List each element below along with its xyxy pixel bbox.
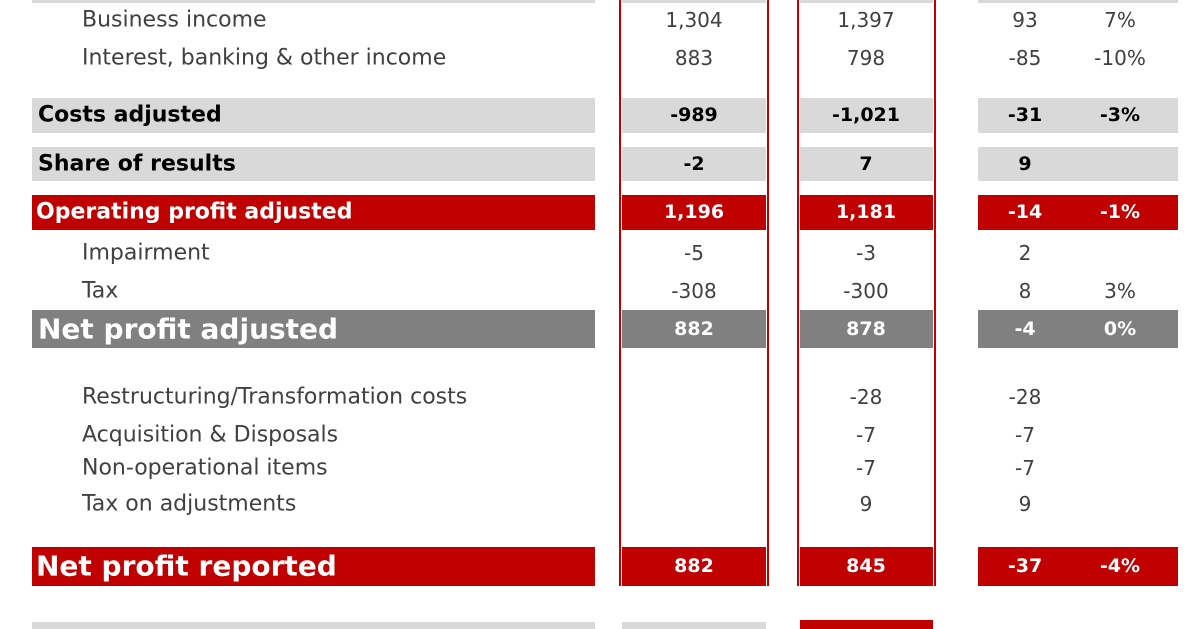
band xyxy=(800,620,933,629)
row-label: Net profit reported xyxy=(36,549,337,583)
row-band xyxy=(622,97,766,133)
cell-value: -10% xyxy=(1094,46,1146,70)
cell-value: 0% xyxy=(1103,318,1137,340)
column-border xyxy=(797,0,799,586)
cell-value: -28 xyxy=(1008,385,1042,409)
cell-value: -4 xyxy=(1014,318,1036,340)
row-band xyxy=(978,546,1178,586)
column-border xyxy=(619,0,621,586)
cell-value: -37 xyxy=(1007,555,1043,577)
row-band xyxy=(978,97,1178,133)
row-band xyxy=(800,97,933,133)
row-band xyxy=(32,194,595,230)
row-band xyxy=(32,546,595,586)
row-label: Acquisition & Disposals xyxy=(82,422,339,448)
cell-value: -7 xyxy=(1015,423,1035,447)
row-label: Net profit adjusted xyxy=(38,312,339,346)
cell-value: 1,304 xyxy=(665,8,723,32)
row-label: Business income xyxy=(82,7,267,33)
row-band xyxy=(800,546,933,586)
cell-value: -7 xyxy=(1015,456,1035,480)
cell-value: 7 xyxy=(859,153,873,175)
band xyxy=(800,0,933,3)
cell-value: -308 xyxy=(671,279,717,303)
row-band xyxy=(622,546,766,586)
cell-value: -3 xyxy=(856,241,876,265)
cell-value: -85 xyxy=(1008,46,1042,70)
column-border xyxy=(934,0,936,586)
cell-value: -1,021 xyxy=(832,104,900,126)
cell-value: 9 xyxy=(1018,492,1032,516)
cell-value: 1,196 xyxy=(663,201,725,223)
row-label: Tax xyxy=(82,278,119,304)
row-label: Restructuring/Transformation costs xyxy=(82,384,468,410)
cell-value: 7% xyxy=(1104,8,1136,32)
cell-value: -300 xyxy=(843,279,889,303)
band xyxy=(622,0,766,3)
row-band xyxy=(800,310,933,348)
cell-value: 9 xyxy=(859,492,873,516)
cell-value: -7 xyxy=(856,423,876,447)
band xyxy=(622,622,766,629)
row-band xyxy=(978,147,1178,181)
cell-value: 882 xyxy=(674,555,714,577)
cell-value: -4% xyxy=(1099,555,1141,577)
column-border xyxy=(767,0,769,586)
row-label: Operating profit adjusted xyxy=(36,199,353,225)
cell-value: -2 xyxy=(683,153,705,175)
cell-value: 8 xyxy=(1018,279,1032,303)
row-label: Non-operational items xyxy=(82,455,328,481)
cell-value: -28 xyxy=(849,385,883,409)
band xyxy=(978,0,1178,3)
row-band xyxy=(978,310,1178,348)
row-band xyxy=(32,147,595,181)
row-label: Interest, banking & other income xyxy=(82,45,447,71)
row-label: Share of results xyxy=(38,151,236,177)
cell-value: -7 xyxy=(856,456,876,480)
row-band xyxy=(622,147,766,181)
cell-value: -14 xyxy=(1007,201,1043,223)
row-band xyxy=(800,147,933,181)
cell-value: 2 xyxy=(1018,241,1032,265)
cell-value: 878 xyxy=(846,318,886,340)
cell-value: -989 xyxy=(670,104,718,126)
cell-value: 93 xyxy=(1012,8,1038,32)
row-band xyxy=(622,194,766,230)
band xyxy=(32,0,595,3)
cell-value: 882 xyxy=(674,318,714,340)
band xyxy=(32,622,595,629)
cell-value: 798 xyxy=(846,46,886,70)
row-band xyxy=(800,194,933,230)
cell-value: -1% xyxy=(1099,201,1141,223)
row-label: Tax on adjustments xyxy=(82,491,297,517)
row-band xyxy=(978,194,1178,230)
cell-value: -3% xyxy=(1099,104,1141,126)
row-band xyxy=(622,310,766,348)
cell-value: 883 xyxy=(674,46,714,70)
cell-value: 3% xyxy=(1104,279,1136,303)
row-band xyxy=(32,310,595,348)
cell-value: -5 xyxy=(684,241,704,265)
row-band xyxy=(32,97,595,133)
row-label: Costs adjusted xyxy=(38,102,222,128)
cell-value: 9 xyxy=(1018,153,1032,175)
cell-value: 845 xyxy=(846,555,886,577)
cell-value: 1,181 xyxy=(835,201,897,223)
row-label: Impairment xyxy=(82,240,210,266)
cell-value: 1,397 xyxy=(837,8,895,32)
cell-value: -31 xyxy=(1007,104,1043,126)
